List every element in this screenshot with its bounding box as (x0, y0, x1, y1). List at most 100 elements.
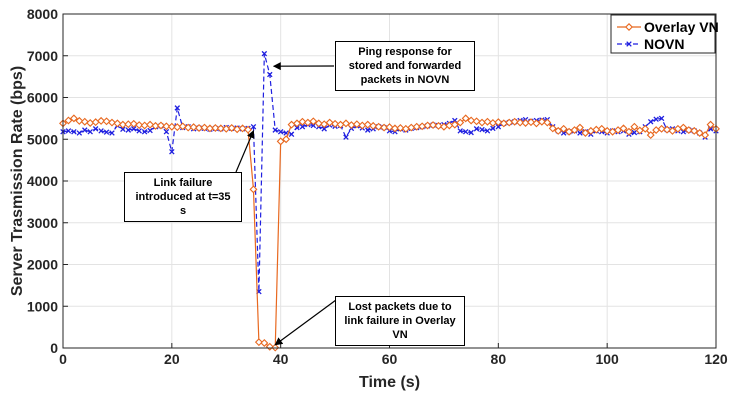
data-point (82, 127, 88, 133)
data-point (129, 119, 138, 128)
data-point (91, 118, 100, 127)
data-point (434, 121, 443, 130)
data-point (222, 124, 231, 133)
data-point (581, 129, 590, 137)
data-point (554, 126, 563, 135)
x-tick-label: 20 (164, 351, 180, 367)
data-point (249, 185, 258, 194)
data-point (445, 121, 454, 130)
data-point (321, 126, 327, 132)
y-tick-label: 7000 (27, 48, 58, 64)
data-point (473, 126, 480, 132)
data-point (363, 120, 372, 129)
data-point (294, 124, 300, 131)
data-point (288, 131, 295, 137)
data-point (603, 126, 612, 135)
data-point (130, 126, 137, 132)
data-point (238, 124, 247, 133)
x-axis-label: Time (s) (359, 374, 420, 391)
data-point (467, 116, 476, 125)
legend-item: NOVN (617, 36, 684, 52)
x-tick-label: 0 (59, 351, 67, 367)
data-point (76, 130, 83, 136)
data-point (200, 123, 209, 132)
y-tick-label: 0 (50, 340, 58, 356)
legend-marker (625, 23, 633, 31)
data-point (647, 118, 654, 125)
annotation-arrows (235, 62, 337, 346)
annotation-arrow (274, 299, 337, 346)
data-point (352, 120, 361, 129)
y-tick-label: 8000 (27, 6, 58, 22)
data-point (86, 118, 95, 127)
data-point (233, 125, 242, 134)
y-tick-label: 6000 (27, 90, 58, 106)
series-layer (59, 50, 720, 352)
data-point (570, 126, 579, 135)
data-point (136, 128, 142, 134)
data-point (630, 122, 639, 131)
data-point (174, 105, 181, 111)
data-point (65, 128, 72, 134)
data-point (577, 130, 583, 136)
data-point (401, 124, 410, 133)
x-tick-label: 60 (382, 351, 398, 367)
data-point (690, 126, 699, 135)
y-tick-label: 4000 (27, 173, 58, 189)
annotation-ping-response: Ping response for stored and forwarded p… (335, 41, 475, 91)
data-point (141, 128, 148, 135)
data-point (597, 124, 606, 133)
data-point (98, 128, 104, 134)
data-point (87, 128, 93, 135)
annotation-arrow (235, 129, 255, 173)
data-point (227, 123, 236, 132)
data-point (211, 123, 220, 132)
data-point (510, 117, 519, 126)
data-point (680, 128, 687, 135)
data-point (167, 122, 176, 131)
data-point (490, 125, 496, 132)
data-point (543, 118, 552, 127)
data-point (97, 116, 106, 125)
data-point (250, 123, 257, 130)
data-point (103, 129, 110, 135)
data-point (102, 117, 111, 126)
data-point (560, 130, 567, 136)
data-point (679, 123, 688, 132)
data-point (374, 122, 383, 131)
data-point (146, 120, 155, 129)
data-point (516, 118, 525, 127)
data-point (272, 127, 278, 133)
legend-label: Overlay VN (644, 19, 719, 35)
data-point (450, 120, 459, 129)
data-point (261, 50, 268, 57)
data-point (309, 117, 318, 126)
data-point (452, 117, 458, 124)
data-point (299, 123, 306, 130)
y-tick-label: 2000 (27, 257, 58, 273)
data-point (244, 125, 252, 134)
data-point (254, 338, 263, 347)
data-point (695, 129, 704, 137)
data-point (169, 149, 175, 155)
data-point (147, 127, 153, 134)
data-point (456, 118, 465, 127)
data-point (325, 118, 334, 127)
data-point (461, 114, 470, 123)
data-point (495, 123, 502, 130)
y-axis-label: Server Trasmission Rate (bps) (9, 66, 26, 296)
data-point (267, 71, 273, 78)
data-point (120, 126, 126, 132)
data-point (396, 123, 405, 132)
data-point (369, 121, 378, 130)
x-tick-label: 100 (595, 351, 619, 367)
data-point (189, 123, 198, 132)
y-tick-label: 3000 (27, 215, 58, 231)
annotation-link-failure: Link failure introduced at t=35 s (124, 172, 242, 222)
data-point (653, 116, 659, 122)
data-point (701, 131, 710, 140)
legend-item: Overlay VN (617, 19, 719, 35)
data-point (483, 117, 492, 126)
legend-marker (626, 41, 632, 47)
